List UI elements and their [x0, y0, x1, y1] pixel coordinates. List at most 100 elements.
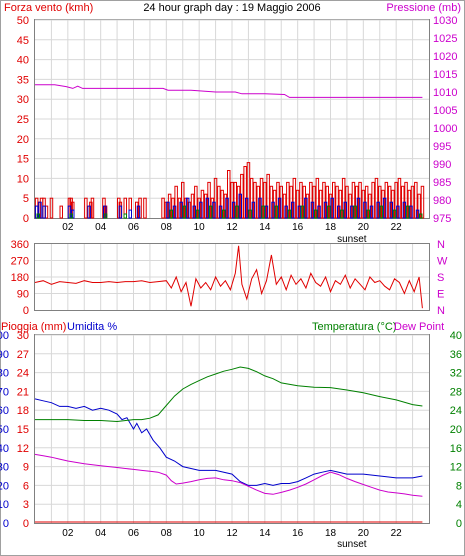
- wind-bar: [218, 205, 223, 219]
- x-tick-label: 22: [391, 528, 403, 539]
- wind-bar: [271, 201, 275, 219]
- wind-bar: [195, 209, 200, 219]
- pressure-tick-label: 980: [433, 195, 451, 207]
- humidity-label: Umidita %: [67, 321, 117, 333]
- pressure-line: [35, 84, 423, 98]
- wind-bar: [231, 201, 236, 219]
- temperature-tick-label: 8: [456, 480, 462, 492]
- wind-bar: [366, 209, 370, 219]
- x-tick-label: 14: [259, 222, 271, 233]
- pressure-tick-label: 1015: [433, 69, 457, 81]
- wind-bar: [212, 201, 216, 219]
- wind-bar: [287, 209, 292, 219]
- wind-pressure-x-axis: 02 04 06 08 10 12 14 16 18 20 22: [62, 222, 402, 233]
- wind-pressure-data: [34, 84, 425, 219]
- x-tick-label: 16: [292, 222, 304, 233]
- temperature-tick-label: 28: [450, 386, 462, 398]
- compass-tick-label: N: [437, 305, 445, 317]
- x-tick-label: 06: [128, 222, 140, 233]
- temperature-tick-label: 12: [450, 462, 462, 474]
- wind-speed-tick-label: 0: [23, 213, 29, 225]
- pressure-tick-label: 1025: [433, 33, 457, 45]
- pressure-tick-label: 1010: [433, 87, 457, 99]
- humidity-tick-label: 80: [0, 368, 9, 380]
- compass-tick-label: S: [437, 272, 444, 284]
- wind-direction-line: [34, 245, 423, 309]
- temperature-tick-label: 20: [450, 424, 462, 436]
- pressure-tick-label: 995: [433, 141, 451, 153]
- wind-bar: [409, 205, 413, 219]
- rain-tick-label: 9: [23, 462, 29, 474]
- wind-bar: [356, 197, 361, 219]
- rain-tick-label: 12: [17, 443, 29, 455]
- wind-bar: [379, 205, 384, 219]
- humidity-tick-label: 30: [0, 462, 9, 474]
- pressure-axis: 975 980 985 990 995 1000 1005 1010 1015 1020 1025 1…: [433, 15, 457, 225]
- wind-bar: [402, 201, 407, 219]
- wind-speed-axis: 0 5 10 15 20 25 30 35 40 45 50: [17, 15, 29, 225]
- wind-speed-tick-label: 40: [17, 55, 29, 67]
- x-tick-label: 02: [62, 528, 74, 539]
- wind-direction-tick-label: 180: [11, 272, 29, 284]
- wind-speed-tick-label: 5: [23, 193, 29, 205]
- temperature-label: Temperatura (°C): [312, 321, 396, 333]
- wind-bar: [166, 201, 170, 219]
- wind-bar: [353, 205, 357, 219]
- wind-bar: [343, 201, 347, 219]
- wind-bar: [42, 205, 46, 219]
- wind-bar: [90, 197, 95, 219]
- x-tick-label: 12: [226, 528, 238, 539]
- wind-bar: [69, 213, 73, 219]
- wind-bar: [337, 205, 341, 219]
- wind-bar: [277, 197, 282, 219]
- rain-tick-label: 27: [17, 349, 29, 361]
- x-tick-label: 22: [391, 222, 403, 233]
- wind-bar: [405, 205, 410, 219]
- wind-bar: [369, 205, 374, 219]
- wind-direction-tick-label: 270: [11, 256, 29, 268]
- wind-bar: [199, 201, 203, 219]
- pressure-tick-label: 1000: [433, 123, 457, 135]
- wind-bar: [222, 209, 226, 219]
- wind-bar: [128, 209, 132, 219]
- rain-tick-label: 21: [17, 386, 29, 398]
- wind-direction-data: [34, 245, 423, 309]
- wind-bar: [274, 205, 279, 219]
- wind-bar: [172, 205, 177, 219]
- wind-pressure-grid: [35, 19, 429, 218]
- rain-tick-label: 30: [17, 330, 29, 342]
- rain-tick-label: 15: [17, 424, 29, 436]
- humidity-tick-label: 0: [3, 518, 9, 530]
- pressure-label: Pressione (mb): [386, 2, 461, 14]
- wind-bar: [103, 213, 108, 219]
- x-tick-label: 02: [62, 222, 74, 233]
- wind-speed-label: Forza vento (kmh): [4, 2, 93, 14]
- wind-bar: [235, 205, 239, 219]
- wind-bar: [84, 197, 88, 219]
- wind-direction-tick-label: 90: [17, 289, 29, 301]
- wind-bar: [376, 201, 380, 219]
- dew-point-line: [34, 453, 423, 497]
- rain-tick-label: 0: [23, 518, 29, 530]
- wind-bar: [350, 205, 354, 219]
- rain-tick-label: 24: [17, 368, 29, 380]
- pressure-tick-label: 1030: [433, 15, 457, 27]
- rain-axis: 0 3 6 9 12 15 18 21 24 27 30: [17, 330, 29, 530]
- x-tick-label: 16: [292, 528, 304, 539]
- wind-bar: [419, 213, 423, 219]
- pressure-tick-label: 975: [433, 213, 451, 225]
- x-tick-label: 06: [128, 528, 140, 539]
- x-tick-label: 10: [194, 528, 206, 539]
- wind-bar: [389, 201, 393, 219]
- wind-bar: [340, 209, 344, 219]
- wind-bar: [291, 201, 295, 219]
- chart-title: 24 hour graph day : 19 Maggio 2006: [143, 2, 320, 14]
- wind-direction-grid: [35, 244, 429, 310]
- rain-humidity-temperature-x-axis: 02 04 06 08 10 12 14 16 18 20 22: [62, 528, 402, 539]
- temperature-axis: 0 4 8 12 16 20 24 28 32 36 40: [450, 330, 462, 530]
- wind-speed-tick-label: 35: [17, 74, 29, 86]
- temperature-tick-label: 40: [450, 330, 462, 342]
- compass-tick-label: E: [437, 289, 444, 301]
